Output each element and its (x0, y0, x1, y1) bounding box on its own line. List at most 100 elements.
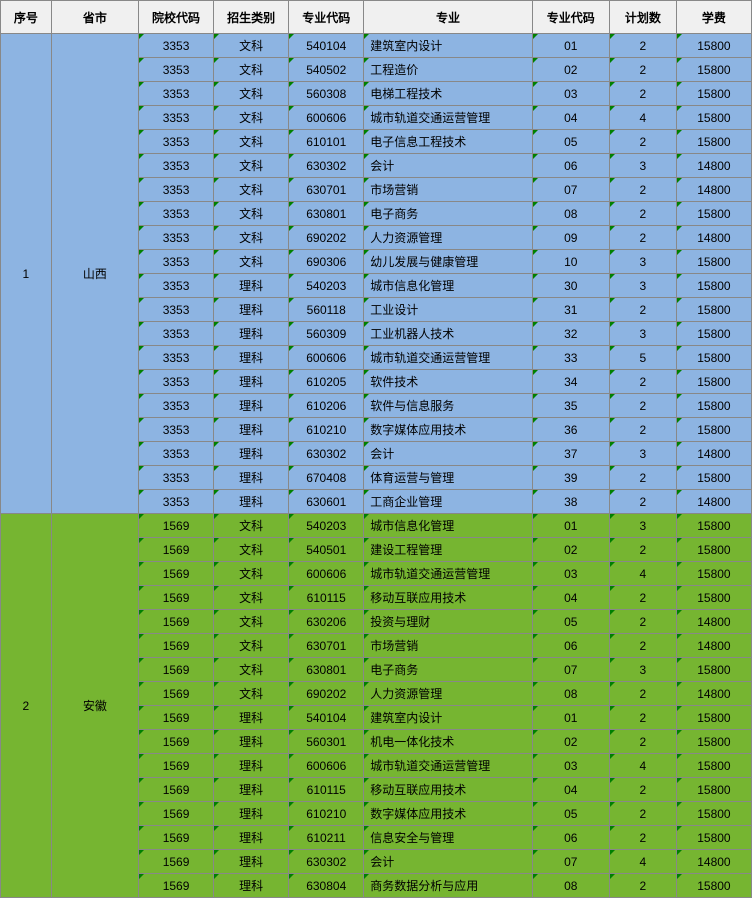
data-cell: 05 (532, 610, 609, 634)
data-cell: 02 (532, 538, 609, 562)
data-cell: 14800 (676, 850, 751, 874)
data-cell: 1569 (139, 730, 214, 754)
data-cell: 建筑室内设计 (364, 34, 532, 58)
data-cell: 1569 (139, 586, 214, 610)
data-cell: 3353 (139, 250, 214, 274)
data-cell: 600606 (289, 346, 364, 370)
data-cell: 15800 (676, 322, 751, 346)
data-cell: 540203 (289, 514, 364, 538)
data-cell: 630206 (289, 610, 364, 634)
data-cell: 理科 (214, 778, 289, 802)
data-cell: 15800 (676, 106, 751, 130)
data-cell: 会计 (364, 154, 532, 178)
data-cell: 630801 (289, 658, 364, 682)
data-cell: 600606 (289, 106, 364, 130)
data-cell: 文科 (214, 58, 289, 82)
data-cell: 35 (532, 394, 609, 418)
data-cell: 670408 (289, 466, 364, 490)
data-cell: 2 (609, 778, 676, 802)
data-cell: 电梯工程技术 (364, 82, 532, 106)
data-cell: 08 (532, 874, 609, 898)
data-cell: 1569 (139, 658, 214, 682)
data-cell: 560308 (289, 82, 364, 106)
data-cell: 3353 (139, 322, 214, 346)
data-cell: 15800 (676, 778, 751, 802)
data-cell: 电子商务 (364, 202, 532, 226)
data-cell: 2 (609, 538, 676, 562)
data-cell: 15800 (676, 418, 751, 442)
col-header-3: 招生类别 (214, 1, 289, 34)
data-cell: 2 (609, 226, 676, 250)
data-cell: 软件与信息服务 (364, 394, 532, 418)
data-cell: 14800 (676, 634, 751, 658)
data-cell: 14800 (676, 490, 751, 514)
data-cell: 1569 (139, 514, 214, 538)
data-cell: 2 (609, 130, 676, 154)
data-cell: 3 (609, 250, 676, 274)
data-cell: 人力资源管理 (364, 226, 532, 250)
data-cell: 15800 (676, 82, 751, 106)
data-cell: 城市信息化管理 (364, 274, 532, 298)
data-cell: 09 (532, 226, 609, 250)
data-cell: 1569 (139, 562, 214, 586)
data-cell: 15800 (676, 274, 751, 298)
table-row: 1山西3353文科540104建筑室内设计01215800 (1, 34, 752, 58)
data-cell: 文科 (214, 202, 289, 226)
data-cell: 城市轨道交通运营管理 (364, 754, 532, 778)
data-cell: 2 (609, 370, 676, 394)
data-cell: 2 (609, 394, 676, 418)
data-cell: 3353 (139, 34, 214, 58)
data-cell: 理科 (214, 274, 289, 298)
data-cell: 2 (609, 730, 676, 754)
data-cell: 33 (532, 346, 609, 370)
data-cell: 02 (532, 730, 609, 754)
data-cell: 文科 (214, 634, 289, 658)
data-cell: 理科 (214, 802, 289, 826)
col-header-8: 学费 (676, 1, 751, 34)
data-cell: 会计 (364, 850, 532, 874)
data-cell: 630801 (289, 202, 364, 226)
data-cell: 05 (532, 130, 609, 154)
data-cell: 14800 (676, 610, 751, 634)
data-cell: 文科 (214, 658, 289, 682)
data-cell: 14800 (676, 178, 751, 202)
data-cell: 1569 (139, 754, 214, 778)
data-cell: 文科 (214, 682, 289, 706)
data-cell: 630701 (289, 634, 364, 658)
data-cell: 610210 (289, 802, 364, 826)
data-cell: 540502 (289, 58, 364, 82)
data-cell: 560301 (289, 730, 364, 754)
data-cell: 08 (532, 682, 609, 706)
data-cell: 15800 (676, 658, 751, 682)
data-cell: 02 (532, 58, 609, 82)
data-cell: 07 (532, 850, 609, 874)
data-cell: 3 (609, 154, 676, 178)
data-cell: 15800 (676, 514, 751, 538)
data-cell: 600606 (289, 562, 364, 586)
data-cell: 理科 (214, 730, 289, 754)
table-header-row: 序号省市院校代码招生类别专业代码专业专业代码计划数学费 (1, 1, 752, 34)
data-cell: 15800 (676, 754, 751, 778)
data-cell: 14800 (676, 682, 751, 706)
data-cell: 630302 (289, 442, 364, 466)
data-cell: 15800 (676, 394, 751, 418)
seq-cell: 1 (1, 34, 52, 514)
data-cell: 市场营销 (364, 178, 532, 202)
data-cell: 3353 (139, 82, 214, 106)
data-cell: 2 (609, 466, 676, 490)
data-cell: 4 (609, 754, 676, 778)
data-cell: 03 (532, 754, 609, 778)
data-cell: 文科 (214, 82, 289, 106)
data-cell: 34 (532, 370, 609, 394)
data-cell: 10 (532, 250, 609, 274)
data-cell: 03 (532, 82, 609, 106)
data-cell: 文科 (214, 154, 289, 178)
data-cell: 610115 (289, 586, 364, 610)
data-cell: 城市轨道交通运营管理 (364, 106, 532, 130)
data-cell: 3353 (139, 346, 214, 370)
data-cell: 3353 (139, 154, 214, 178)
data-cell: 05 (532, 802, 609, 826)
data-cell: 1569 (139, 874, 214, 898)
data-cell: 文科 (214, 250, 289, 274)
data-cell: 07 (532, 178, 609, 202)
